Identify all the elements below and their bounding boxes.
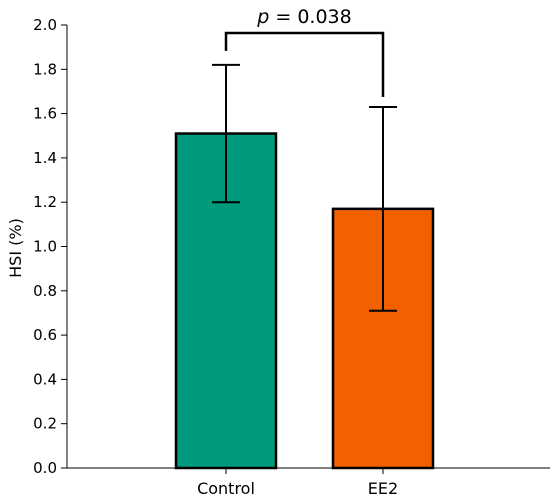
- y-tick-label: 1.8: [33, 60, 57, 78]
- y-ticks: 0.0 0.2 0.4 0.6 0.8 1.0 1.2 1.4 1.6 1.8 2.0: [33, 16, 67, 477]
- y-tick-label: 1.4: [33, 149, 57, 167]
- x-tick-label: Control: [197, 479, 255, 498]
- x-tick-label: EE2: [368, 479, 398, 498]
- y-tick-label: 2.0: [33, 16, 57, 34]
- p-value-annotation: p = 0.038: [256, 6, 351, 28]
- p-symbol: p: [256, 6, 269, 28]
- y-tick-label: 1.6: [33, 105, 57, 123]
- x-tick-labels: Control EE2: [197, 468, 398, 498]
- y-tick-label: 0.4: [33, 370, 57, 388]
- y-tick-label: 0.0: [33, 459, 57, 477]
- bars: [174, 132, 435, 470]
- axes: [66, 25, 550, 469]
- y-tick-label: 1.2: [33, 193, 57, 211]
- y-tick-label: 0.8: [33, 282, 57, 300]
- y-axis-label: HSI (%): [6, 218, 25, 278]
- p-value-text: = 0.038: [269, 6, 351, 28]
- y-tick-label: 1.0: [33, 238, 57, 256]
- y-tick-label: 0.2: [33, 415, 57, 433]
- significance-bracket: p = 0.038: [224, 6, 385, 97]
- bracket-line: [224, 31, 385, 97]
- y-tick-label: 0.6: [33, 326, 57, 344]
- error-bars: [212, 63, 397, 312]
- bar-control: [174, 132, 278, 470]
